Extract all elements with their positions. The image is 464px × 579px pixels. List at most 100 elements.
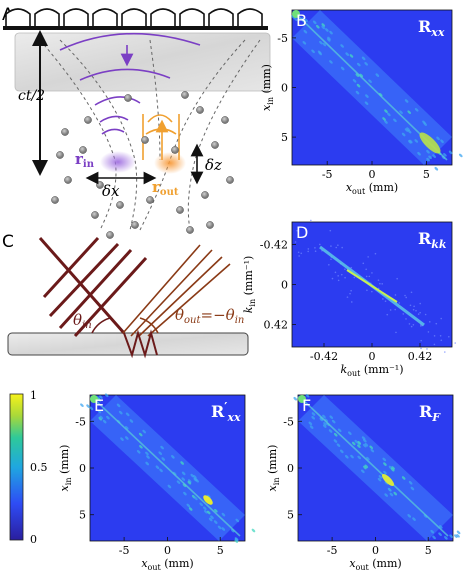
speckle [413, 306, 415, 308]
speckle [338, 280, 340, 282]
transducer-element [6, 9, 30, 27]
r-in-focal-spot [100, 151, 136, 173]
panel-label-d: D [296, 223, 308, 242]
speckle [448, 336, 450, 338]
y-tick-label: -5 [75, 415, 86, 428]
speckle [411, 326, 413, 328]
speckle [428, 331, 430, 333]
y-axis-label: xin (mm) [260, 64, 275, 111]
speckle [398, 302, 400, 304]
speckle [435, 323, 437, 325]
scatterer-dot [196, 106, 203, 113]
speckle [335, 272, 337, 274]
speckle [425, 314, 427, 316]
speckle [418, 313, 420, 315]
y-tick-label: 0.42 [264, 319, 289, 332]
scatterer-dot [186, 226, 193, 233]
x-tick-label: 0 [369, 168, 376, 181]
speckle [382, 298, 384, 300]
speckle [394, 309, 396, 311]
transducer-element [238, 9, 262, 27]
transducer-element [180, 9, 204, 27]
x-tick-label: 0 [372, 544, 379, 557]
speckle [434, 166, 439, 171]
speckle [366, 276, 368, 278]
colorbar: 1 0.5 0 [10, 389, 48, 546]
transducer-element [209, 9, 233, 27]
x-tick-label: 5 [217, 544, 224, 557]
panel-label-f: F [302, 396, 311, 415]
speckle [298, 255, 300, 257]
speckle [351, 301, 353, 303]
x-axis-label: xout (mm) [349, 557, 401, 572]
speckle [298, 251, 300, 253]
y-tick-label: -0.42 [260, 239, 288, 252]
scatterer-dot [51, 196, 58, 203]
scatterer-dot [206, 221, 213, 228]
speckle [366, 290, 368, 292]
y-tick-label: 5 [287, 509, 294, 522]
speckle [347, 296, 349, 298]
panel-a: A [2, 5, 270, 239]
panel-d: D Rkk-0.4200.42-0.42 0 0.42kin (mm⁻¹)kout (… [242, 220, 456, 378]
speckle [314, 247, 316, 249]
colorbar-min: 0 [30, 533, 37, 546]
speckle [344, 277, 346, 279]
x-tick-label: 5 [425, 544, 432, 557]
transducer-element [93, 9, 117, 27]
speckle [329, 230, 331, 232]
panel-f: F RF -5 0 5 -5 0 5 xin (mm) xout (mm) [266, 393, 461, 572]
speckle [410, 304, 412, 306]
panel-label-c: C [2, 232, 14, 252]
y-tick-label: 0 [281, 279, 288, 292]
scatterer-dot [131, 221, 138, 228]
y-tick-label: -5 [277, 32, 288, 45]
x-axis-label: xout (mm) [141, 557, 193, 572]
speckle [379, 283, 381, 285]
delta-z-label: δz [205, 156, 222, 174]
speckle [350, 290, 352, 292]
speckle [454, 342, 456, 344]
speckle [402, 313, 404, 315]
speckle [341, 247, 343, 249]
speckle [420, 340, 422, 342]
speckle [458, 153, 463, 158]
speckle [310, 220, 312, 222]
r-out-focal-spot [154, 152, 186, 174]
y-tick-label: 5 [79, 509, 86, 522]
theta-in-label: θin [73, 311, 92, 331]
speckle [440, 335, 442, 337]
speckle [386, 314, 388, 316]
speckle [381, 283, 383, 285]
depth-label: ct/2 [18, 88, 45, 104]
colorbar-mid: 0.5 [30, 461, 48, 474]
x-tick-label: -0.42 [310, 350, 338, 363]
speckle [319, 244, 321, 246]
speckle [434, 335, 436, 337]
y-tick-label: 0 [79, 462, 86, 475]
colorbar-gradient [10, 394, 23, 540]
speckle [440, 318, 442, 320]
scatterer-dot [146, 196, 153, 203]
y-tick-label: 5 [281, 131, 288, 144]
speckle [413, 324, 415, 326]
delta-x-label: δx [102, 182, 120, 200]
y-axis-label: xin (mm) [58, 445, 73, 492]
colorbar-max: 1 [30, 389, 37, 402]
speckle [405, 297, 407, 299]
scatterer-dot [124, 94, 131, 101]
x-tick-label: 5 [423, 168, 430, 181]
scatterer-dot [84, 116, 91, 123]
speckle [411, 291, 413, 293]
speckle [420, 325, 422, 327]
speckle [395, 332, 397, 334]
panel-label-b: B [296, 11, 307, 30]
transducer-element [151, 9, 175, 27]
scatterer-dot [116, 201, 123, 208]
speckle [308, 248, 310, 250]
theta-out-label: θout=−θin [175, 306, 244, 326]
scatterer-dot [61, 128, 68, 135]
y-axis-label: kin (mm⁻¹) [242, 256, 257, 314]
speckle [335, 247, 337, 249]
